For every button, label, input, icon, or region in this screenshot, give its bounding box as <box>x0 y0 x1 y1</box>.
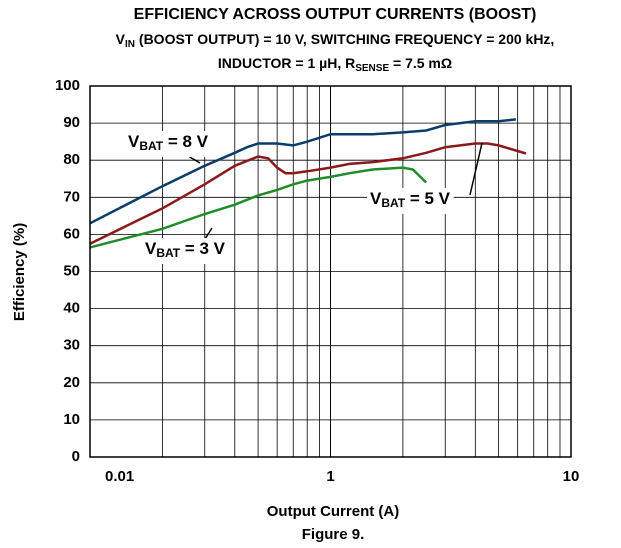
subscript: BAT <box>156 246 180 260</box>
label-background <box>142 238 229 264</box>
subscript: BAT <box>139 139 163 153</box>
y-tick-label: 10 <box>63 411 80 428</box>
text-segment: INDUCTOR = 1 µH, R <box>218 55 355 71</box>
figure-caption: Figure 9. <box>302 526 365 543</box>
series-label: VBAT = 5 V <box>370 189 451 210</box>
text-segment: (BOOST OUTPUT) = 10 V, SWITCHING FREQUEN… <box>135 31 554 47</box>
text-segment: V <box>370 189 382 208</box>
y-tick-label: 50 <box>63 262 80 279</box>
y-tick-label: 90 <box>63 114 80 131</box>
y-tick-label: 0 <box>72 448 80 465</box>
series-line <box>89 142 527 245</box>
y-tick-label: 80 <box>63 151 80 168</box>
x-tick-label: 10 <box>563 468 580 485</box>
x-tick-label: 1 <box>326 468 334 485</box>
series-label: VBAT = 8 V <box>128 132 209 153</box>
series-label: VBAT = 3 V <box>145 239 226 260</box>
x-axis-label: Output Current (A) <box>267 503 399 520</box>
chart-subtitle: INDUCTOR = 1 µH, RSENSE = 7.5 mΩ <box>218 55 452 74</box>
y-tick-label: 60 <box>63 225 80 242</box>
series-line <box>89 118 517 225</box>
text-segment: V <box>128 132 140 151</box>
y-axis-label: Efficiency (%) <box>11 223 28 321</box>
chart-subtitle: VIN (BOOST OUTPUT) = 10 V, SWITCHING FRE… <box>116 31 555 50</box>
y-tick-label: 30 <box>63 337 80 354</box>
label-background <box>367 188 454 214</box>
subscript: IN <box>125 39 135 50</box>
subscript: SENSE <box>355 63 389 74</box>
text-segment: = 8 V <box>163 132 209 151</box>
subscript: BAT <box>381 196 405 210</box>
text-segment: V <box>145 239 157 258</box>
y-tick-label: 70 <box>63 188 80 205</box>
series-line <box>89 166 428 249</box>
text-segment: V <box>116 31 126 47</box>
plot-frame <box>89 85 572 458</box>
y-tick-label: 40 <box>63 300 80 317</box>
chart-title: EFFICIENCY ACROSS OUTPUT CURRENTS (BOOST… <box>134 6 537 23</box>
text-segment: = 7.5 mΩ <box>389 55 452 71</box>
plot <box>89 118 527 249</box>
y-tick-label: 100 <box>55 77 80 94</box>
y-tick-label: 20 <box>63 374 80 391</box>
text-segment: = 3 V <box>180 239 226 258</box>
text-segment: = 5 V <box>405 189 451 208</box>
annotation-arrow <box>469 142 483 196</box>
label-background <box>125 131 212 157</box>
x-tick-label: 0.01 <box>105 468 134 485</box>
